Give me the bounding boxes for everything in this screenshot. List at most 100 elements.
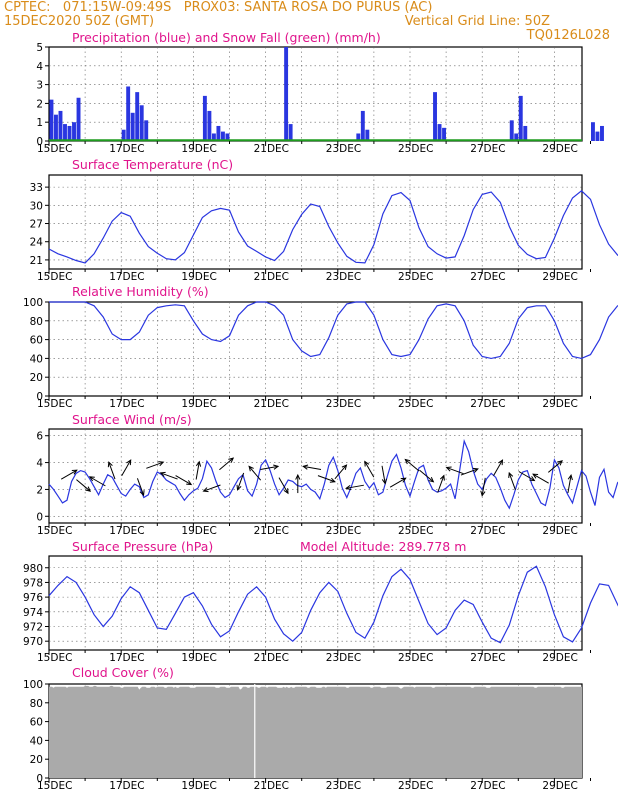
wind-arrow-head: [295, 473, 301, 480]
precip-title: Precipitation (blue) and Snow Fall (gree…: [72, 30, 381, 45]
wind-arrow-head: [228, 457, 235, 463]
wind-arrow-head: [567, 474, 573, 481]
wind-arrow: [493, 459, 503, 476]
wind-arrow-head: [445, 466, 452, 472]
precip-ytick-label: 3: [36, 80, 43, 92]
wind-arrow-head: [85, 486, 92, 492]
cloud-ytick-label: 60: [30, 717, 43, 729]
cloud-cover-area: [49, 685, 618, 778]
pres-xtick-label: 17DEC: [109, 652, 144, 664]
precip-bar: [54, 114, 58, 141]
precip-bar: [284, 47, 289, 141]
precip-bar: [63, 124, 67, 141]
wind-arrow-head: [195, 460, 202, 467]
wind-arrow-head: [529, 476, 536, 482]
wind-arrow: [237, 472, 245, 490]
wind-arrow: [419, 469, 434, 483]
wind-arrow-head: [273, 464, 280, 470]
rh-ytick-label: 40: [30, 353, 43, 365]
header-grid-note: Vertical Grid Line: 50Z: [404, 14, 550, 29]
pres-xtick-label: 25DEC: [398, 652, 433, 664]
wind-arrow: [219, 457, 234, 471]
temp-xtick-label: 21DEC: [254, 271, 289, 283]
wind-arrow-head: [439, 474, 445, 481]
wind-arrow: [89, 476, 106, 487]
wind-arrow: [248, 466, 262, 481]
precip-bar: [211, 133, 216, 141]
wind-arrow: [60, 469, 78, 480]
wind-arrow-head: [236, 484, 242, 491]
temp-frame: [48, 174, 583, 270]
temp-xtick-label: 19DEC: [181, 271, 216, 283]
wind-arrow: [508, 472, 516, 490]
precip-bar: [523, 125, 528, 141]
pres-subtitle: Model Altitude: 289.778 m: [300, 539, 466, 554]
precip-xtick-label: 23DEC: [326, 143, 361, 155]
precip-bar: [437, 124, 442, 141]
precip-bar: [360, 110, 365, 141]
rh-ytick-label: 80: [30, 316, 43, 328]
cloud-xtick-label: 21DEC: [254, 780, 289, 792]
precip-bar: [595, 131, 600, 141]
precip-bar: [356, 133, 361, 141]
wind-ytick-label: 0: [36, 511, 43, 523]
wind-series-line: [48, 438, 618, 510]
precip-bar: [216, 125, 221, 141]
precip-bar: [202, 95, 207, 141]
header-model-code: TQ0126L028: [526, 28, 610, 43]
rh-ytick-label: 100: [23, 297, 43, 309]
cloud-ytick-label: 20: [30, 754, 43, 766]
wind-arrow: [404, 459, 420, 472]
wind-arrow-head: [88, 476, 95, 482]
rh-xtick-label: 21DEC: [254, 398, 289, 410]
rh-ytick-label: 20: [30, 372, 43, 384]
wind-arrow: [481, 477, 486, 496]
cloud-ytick-label: 100: [23, 679, 43, 691]
wind-arrow: [108, 462, 116, 480]
wind-xtick-label: 15DEC: [37, 525, 72, 537]
precip-xtick-label: 25DEC: [398, 143, 433, 155]
cloud-xtick-label: 15DEC: [37, 780, 72, 792]
wind-arrow-head: [364, 460, 370, 467]
temp-xtick-label: 15DEC: [37, 271, 72, 283]
temp-ytick-label: 33: [30, 182, 43, 194]
rh-xtick-label: 25DEC: [398, 398, 433, 410]
precip-ytick-label: 4: [36, 61, 43, 73]
precip-ytick-label: 5: [36, 42, 43, 54]
pres-ytick-label: 980: [23, 563, 43, 575]
rh-frame: [48, 301, 583, 397]
wind-arrow: [160, 472, 178, 480]
precip-bar: [58, 110, 63, 141]
wind-xtick-label: 19DEC: [181, 525, 216, 537]
wind-xtick-label: 27DEC: [470, 525, 505, 537]
wind-arrow-head: [341, 464, 348, 471]
temp-xtick-label: 23DEC: [326, 271, 361, 283]
pres-xtick-label: 19DEC: [181, 652, 216, 664]
wind-ytick-label: 2: [36, 484, 43, 496]
precip-xtick-label: 19DEC: [181, 143, 216, 155]
wind-arrow: [317, 475, 336, 483]
cloud-xtick-label: 17DEC: [109, 780, 144, 792]
temp-xtick-label: 29DEC: [542, 271, 577, 283]
precip-xtick-label: 27DEC: [470, 143, 505, 155]
wind-arrow: [76, 479, 91, 492]
pres-ytick-label: 978: [23, 577, 43, 589]
precip-bar: [72, 122, 76, 141]
wind-arrow: [381, 465, 386, 484]
pres-series-line: [48, 565, 618, 644]
temp-ytick-label: 24: [30, 237, 44, 249]
precip-ytick-label: 0: [36, 136, 43, 148]
rh-xtick-label: 27DEC: [470, 398, 505, 410]
wind-arrow-head: [508, 471, 514, 478]
temp-ytick-label: 30: [30, 200, 43, 212]
wind-arrow-head: [202, 487, 209, 493]
wind-ytick-label: 4: [36, 458, 43, 470]
pres-xtick-label: 23DEC: [326, 652, 361, 664]
precip-xtick-label: 21DEC: [254, 143, 289, 155]
precip-bar: [600, 125, 604, 141]
precip-bar: [442, 127, 446, 141]
cloud-ytick-label: 80: [30, 698, 43, 710]
wind-arrow-head: [400, 477, 407, 483]
pres-xtick-label: 27DEC: [470, 652, 505, 664]
wind-arrow-head: [329, 477, 336, 483]
